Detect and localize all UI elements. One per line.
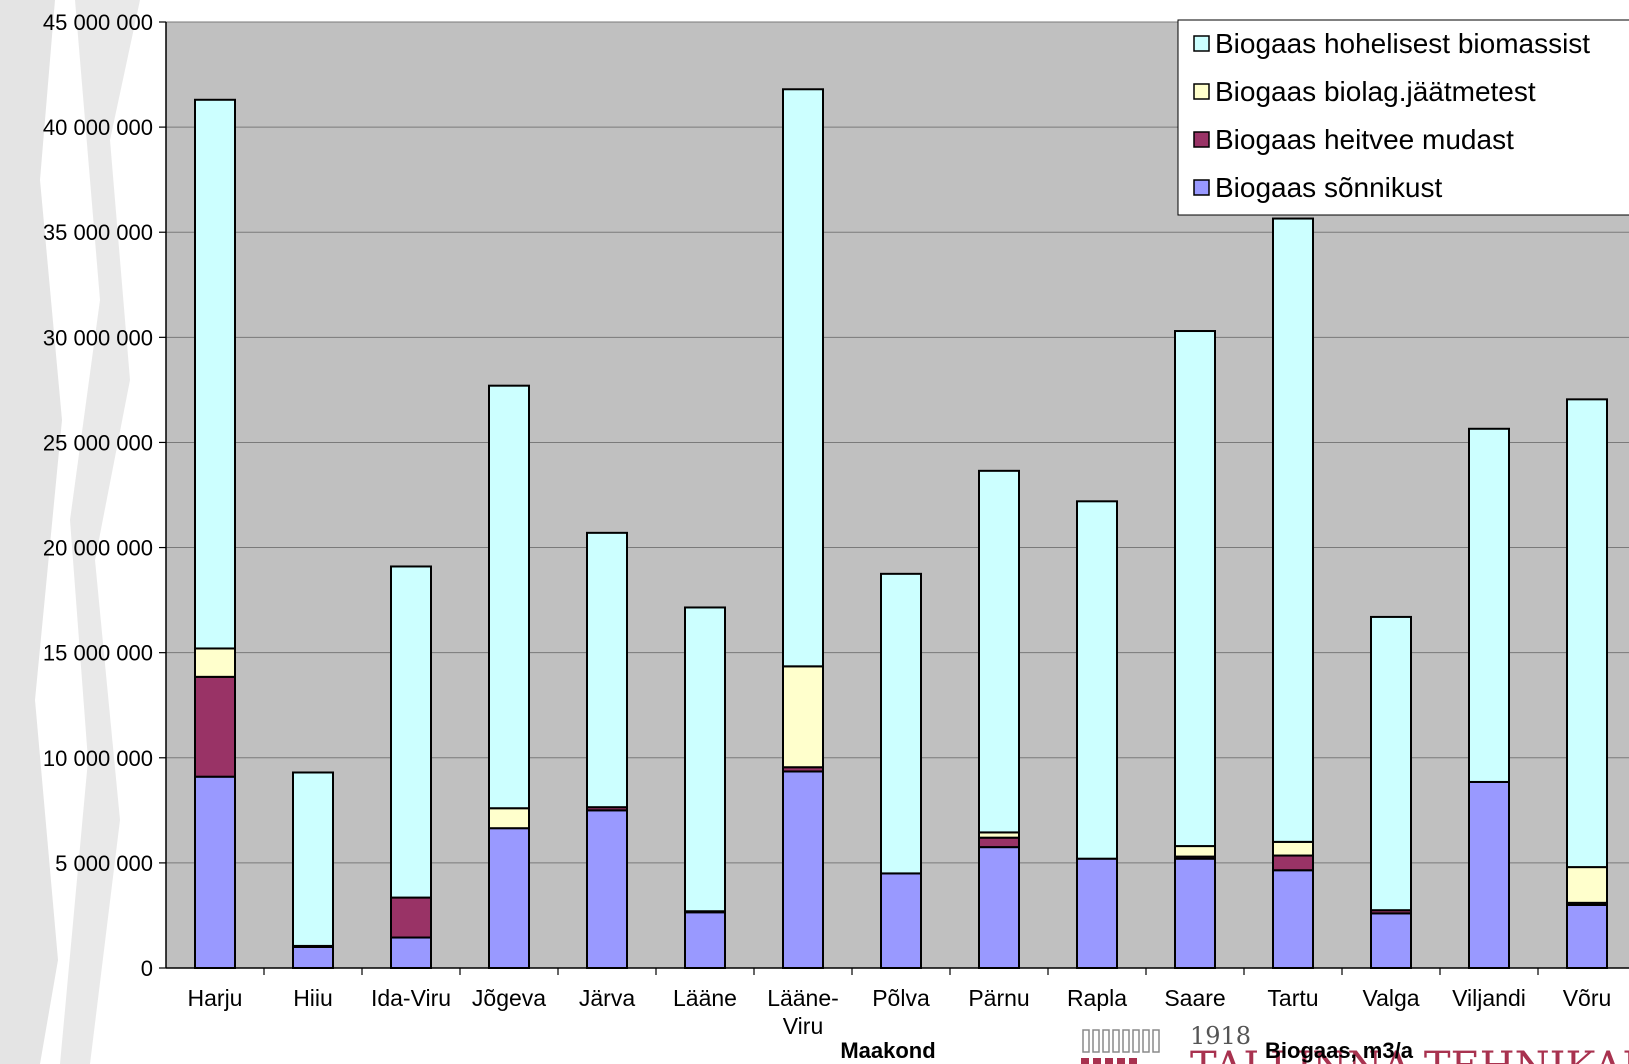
bar-series-group bbox=[194, 88, 1608, 970]
bar-segment-harju-3 bbox=[194, 98, 236, 650]
x-axis-title: Maakond bbox=[840, 1038, 935, 1063]
bar-segment-saare-0 bbox=[1174, 857, 1216, 969]
y-tick-label: 35 000 000 bbox=[43, 220, 153, 245]
bar-segment-tartu-2 bbox=[1272, 840, 1314, 857]
x-tick-label: Järva bbox=[579, 985, 635, 1011]
bar-segment-jõgeva-0 bbox=[488, 827, 530, 969]
x-tick-label: Valga bbox=[1362, 985, 1419, 1011]
legend-swatch-sludge bbox=[1193, 131, 1210, 148]
x-tick-label: Harju bbox=[188, 985, 243, 1011]
x-tick-label: Ida-Viru bbox=[371, 985, 451, 1011]
x-tick-labels: Harju Hiiu Ida-Viru Jõgeva Järva Lääne Lääne-V… bbox=[188, 968, 1612, 1039]
y-tick-label: 30 000 000 bbox=[43, 325, 153, 350]
bar-segment-lääne-3 bbox=[684, 606, 726, 913]
bar-segment-jõgeva-2 bbox=[488, 807, 530, 830]
x-tick-label: Rapla bbox=[1067, 985, 1127, 1011]
x-tick-label: Hiiu bbox=[293, 985, 333, 1011]
bar-segment-põlva-3 bbox=[880, 572, 922, 875]
bar-segment-valga-0 bbox=[1370, 912, 1412, 969]
bar-segment-ida-viru-1 bbox=[390, 896, 432, 939]
legend-label-waste: Biogaas biolag.jäätmetest bbox=[1215, 76, 1536, 107]
legend-label-biomass: Biogaas hohelisest biomassist bbox=[1215, 28, 1590, 59]
bar-segment-lääne-viru-2 bbox=[782, 665, 824, 769]
bar-segment-hiiu-3 bbox=[292, 771, 334, 947]
x-tick-label: Võru bbox=[1563, 985, 1612, 1011]
bar-segment-hiiu-0 bbox=[292, 945, 334, 970]
legend-swatch-biomass bbox=[1193, 35, 1210, 52]
bar-segment-valga-3 bbox=[1370, 615, 1412, 912]
y-tick-labels: 0 5 000 000 10 000 000 15 000 000 20 000 000… bbox=[43, 10, 166, 981]
bar-segment-järva-0 bbox=[586, 809, 628, 969]
axes bbox=[165, 22, 1629, 969]
x-tick-label: Pärnu bbox=[968, 985, 1029, 1011]
legend-box bbox=[1177, 19, 1629, 216]
bar-segment-lääne-0 bbox=[684, 911, 726, 970]
bar-segment-ida-viru-3 bbox=[390, 565, 432, 899]
legend-label-sludge: Biogaas heitvee mudast bbox=[1215, 124, 1514, 155]
y-tick-label: 25 000 000 bbox=[43, 430, 153, 455]
bar-segment-saare-3 bbox=[1174, 330, 1216, 848]
legend-swatch-waste bbox=[1193, 83, 1210, 100]
logo-red-bars-icon bbox=[1081, 1058, 1137, 1064]
bar-segment-viljandi-0 bbox=[1468, 780, 1510, 969]
y-tick-label: 5 000 000 bbox=[55, 851, 153, 876]
bar-segment-pärnu-0 bbox=[978, 846, 1020, 969]
logo-wordmark: TALLINNA TEHNIKAÜL bbox=[1190, 1043, 1629, 1064]
bar-segment-põlva-0 bbox=[880, 872, 922, 970]
x-tick-label: Põlva bbox=[872, 985, 930, 1011]
logo-year: 1918 bbox=[1190, 1022, 1251, 1050]
bar-segment-harju-2 bbox=[194, 647, 236, 678]
x-tick-label: Tartu bbox=[1267, 985, 1318, 1011]
bar-segment-rapla-0 bbox=[1076, 857, 1118, 969]
bar-segment-võru-3 bbox=[1566, 398, 1608, 869]
y-tick-label: 40 000 000 bbox=[43, 115, 153, 140]
y-tick-label: 20 000 000 bbox=[43, 536, 153, 561]
y-tick-label: 10 000 000 bbox=[43, 746, 153, 771]
bar-segment-lääne-viru-0 bbox=[782, 770, 824, 969]
y-tick-label: 15 000 000 bbox=[43, 641, 153, 666]
bar-segment-rapla-3 bbox=[1076, 500, 1118, 860]
y-tick-label: 45 000 000 bbox=[43, 10, 153, 35]
bar-segment-ida-viru-0 bbox=[390, 936, 432, 969]
x-tick-label: Saare bbox=[1164, 985, 1225, 1011]
bar-segment-võru-0 bbox=[1566, 903, 1608, 970]
bar-segment-järva-3 bbox=[586, 531, 628, 809]
university-logo: 1918 TALLINNA TEHNIKAÜL bbox=[1081, 1022, 1629, 1064]
chart-title: Biogaas, m3/a bbox=[1265, 1038, 1414, 1063]
bar-segment-lääne-viru-3 bbox=[782, 88, 824, 668]
legend-label-manure: Biogaas sõnnikust bbox=[1215, 172, 1442, 203]
bar-segment-harju-1 bbox=[194, 675, 236, 778]
x-tick-label: Jõgeva bbox=[472, 985, 546, 1011]
bar-segment-pärnu-3 bbox=[978, 469, 1020, 834]
bar-segment-tartu-0 bbox=[1272, 869, 1314, 969]
bar-segment-viljandi-3 bbox=[1468, 427, 1510, 783]
bar-segment-tartu-3 bbox=[1272, 217, 1314, 843]
bar-segment-võru-2 bbox=[1566, 866, 1608, 904]
bar-segment-tartu-1 bbox=[1272, 854, 1314, 872]
background-decoration bbox=[0, 0, 140, 1064]
bar-segment-harju-0 bbox=[194, 775, 236, 969]
bar-segment-pärnu-1 bbox=[978, 836, 1020, 849]
logo-bars-icon bbox=[1082, 1029, 1160, 1053]
legend-swatch-manure bbox=[1193, 179, 1210, 196]
legend: Biogaas hohelisest biomassist Biogaas bi… bbox=[1177, 19, 1629, 216]
x-tick-label: Lääne bbox=[673, 985, 737, 1011]
bar-segment-jõgeva-3 bbox=[488, 384, 530, 810]
bar-segment-saare-2 bbox=[1174, 845, 1216, 858]
x-tick-label: Viljandi bbox=[1452, 985, 1526, 1011]
y-tick-label: 0 bbox=[141, 956, 153, 981]
x-tick-label: Lääne-Viru bbox=[767, 985, 839, 1039]
